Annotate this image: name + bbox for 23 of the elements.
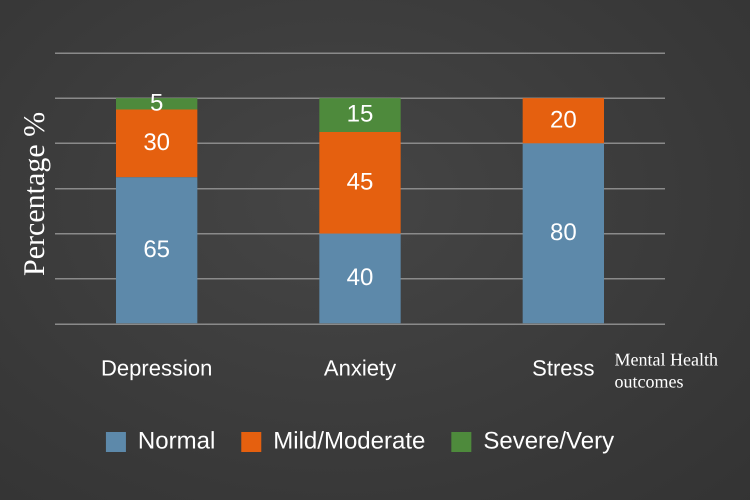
data-label: 5 xyxy=(150,89,164,116)
bar xyxy=(522,98,604,144)
legend-label: Mild/Moderate xyxy=(273,428,426,455)
data-label: 30 xyxy=(143,128,170,156)
bar xyxy=(522,143,604,324)
data-label: 15 xyxy=(346,100,374,128)
data-label: 40 xyxy=(346,264,374,292)
x-tick-label: Anxiety xyxy=(324,355,396,380)
data-label: 65 xyxy=(143,236,170,263)
bar xyxy=(319,98,401,132)
data-label: 20 xyxy=(550,106,577,134)
y-axis-title: Percentage % xyxy=(18,112,51,276)
x-axis-title: Mental Health outcomes xyxy=(614,350,718,392)
data-label: 45 xyxy=(346,168,374,196)
bar xyxy=(319,132,401,234)
legend-label: Severe/Very xyxy=(483,428,614,455)
bar xyxy=(116,177,198,324)
data-label: 80 xyxy=(550,218,577,246)
x-tick-label: Stress xyxy=(532,355,595,380)
bar xyxy=(319,234,401,324)
bar xyxy=(116,109,198,178)
x-tick-label: Depression xyxy=(101,355,212,380)
legend-label: Normal xyxy=(138,428,216,455)
